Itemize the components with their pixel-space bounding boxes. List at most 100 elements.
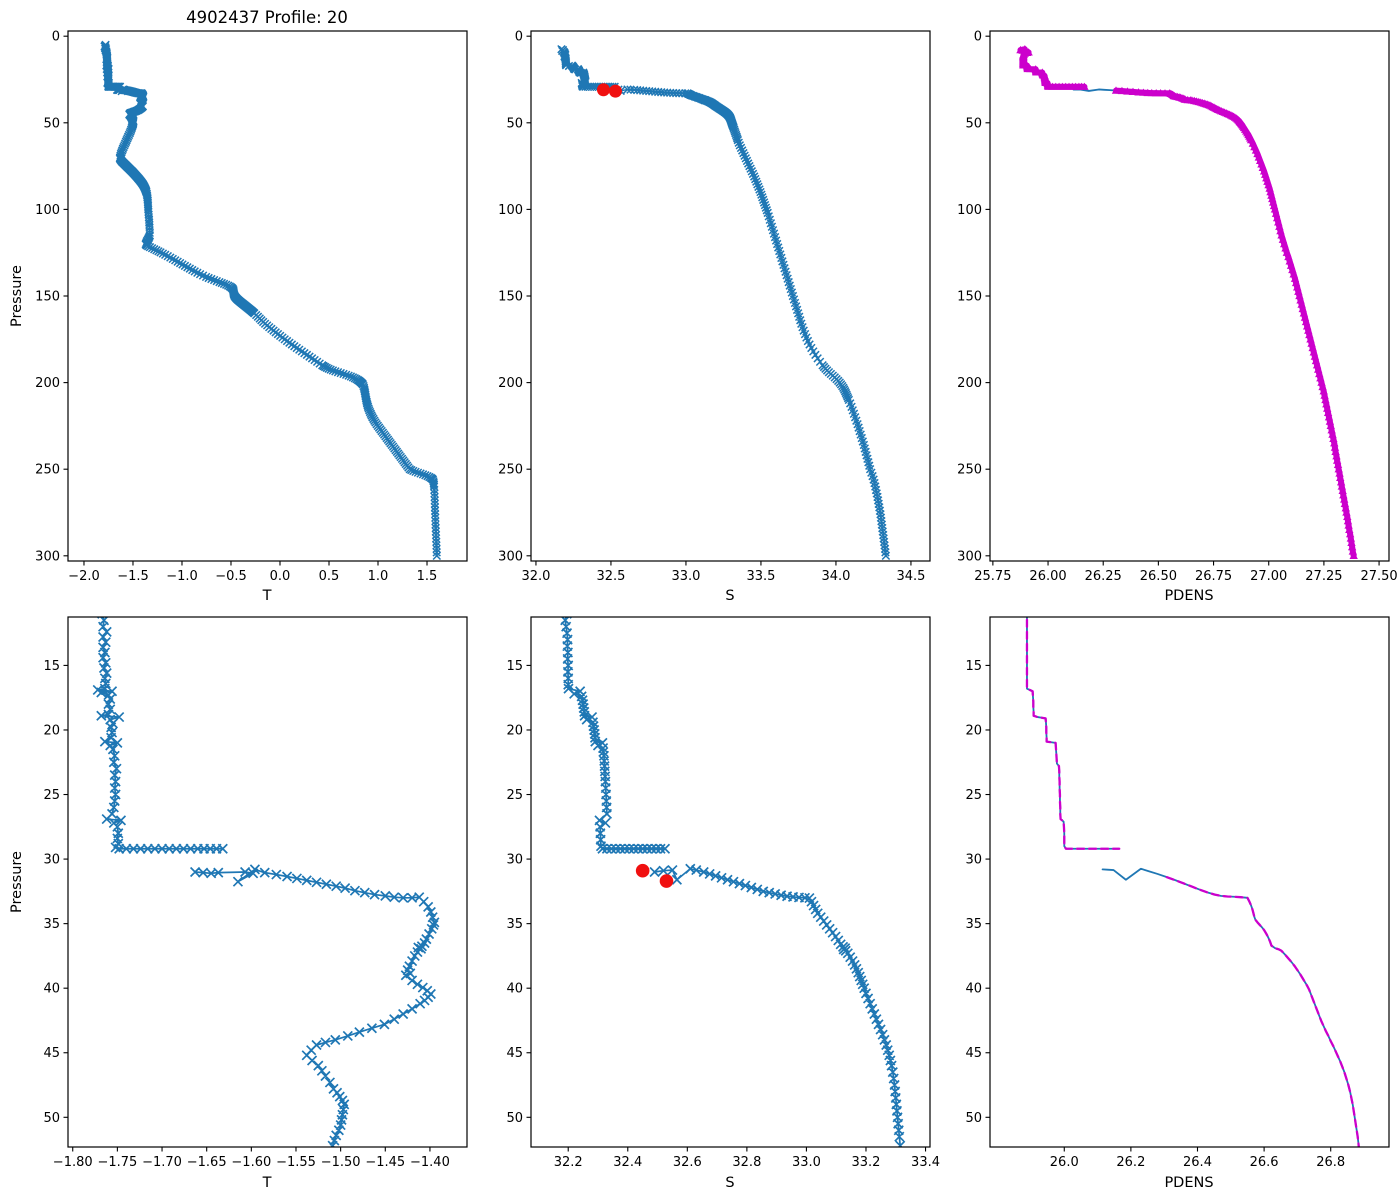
flagged-point-marker xyxy=(635,863,650,878)
ylabel-row1-pressure: Pressure xyxy=(9,265,25,327)
y-tick-label: 20 xyxy=(506,723,523,738)
axes-frame xyxy=(989,616,1390,1148)
x-tick-label: −1.50 xyxy=(321,1155,361,1170)
y-tick-label: 250 xyxy=(957,463,982,478)
y-tick-label: 15 xyxy=(965,659,982,674)
x-tick-label: 26.00 xyxy=(1029,569,1066,584)
x-tick-label: 27.50 xyxy=(1360,569,1397,584)
plot-area-top-temperature xyxy=(100,40,442,561)
x-markers xyxy=(649,863,906,1147)
plot-area-zoom-salinity xyxy=(560,617,906,1147)
x-tick-label: 26.2 xyxy=(1116,1155,1145,1170)
y-tick-label: 45 xyxy=(506,1046,523,1061)
y-tick-label: 50 xyxy=(965,116,982,131)
x-markers xyxy=(189,864,440,1147)
x-tick-label: 0.0 xyxy=(270,569,291,584)
x-tick-label: 1.0 xyxy=(368,569,389,584)
x-tick-label: −1.45 xyxy=(365,1155,405,1170)
x-tick-label: 26.8 xyxy=(1316,1155,1345,1170)
axes-frame xyxy=(67,30,468,562)
x-tick-label: −1.70 xyxy=(142,1155,182,1170)
y-tick-label: 15 xyxy=(43,659,60,674)
x-tick-label: −1.65 xyxy=(187,1155,227,1170)
y-tick-label: 200 xyxy=(498,376,523,391)
y-tick-label: 300 xyxy=(498,549,523,564)
panel-zoom-salinity: 32.2 32.4 32.6 32.8 33.0 33.2 33.4 15 20 25 30 35 40… xyxy=(506,616,940,1170)
y-tick-label: 40 xyxy=(506,982,523,997)
profile-line xyxy=(1101,867,1360,1147)
x-tick-label: −1.60 xyxy=(231,1155,271,1170)
x-tick-label: 1.5 xyxy=(417,569,438,584)
y-tick-label: 100 xyxy=(957,203,982,218)
panel-zoom-density: 26.0 26.2 26.4 26.6 26.8 15 20 25 30 35 40 45 50 xyxy=(965,616,1390,1170)
x-markers xyxy=(112,85,442,561)
x-tick-label: −0.5 xyxy=(215,569,247,584)
y-tick-label: 300 xyxy=(957,549,982,564)
flagged-point-marker xyxy=(659,874,674,888)
y-tick-label: 150 xyxy=(35,290,60,305)
x-tick-label: 26.25 xyxy=(1085,569,1122,584)
xlabel-zoom-S: S xyxy=(725,1175,734,1191)
figure-title: 4902437 Profile: 20 xyxy=(186,8,348,27)
axes-frame xyxy=(530,30,931,562)
x-tick-label: −1.55 xyxy=(276,1155,316,1170)
flagged-point-marker xyxy=(608,84,622,98)
panel-zoom-temperature: −1.80 −1.75 −1.70 −1.65 −1.60 −1.55 −1.50 −1.45… xyxy=(43,616,468,1170)
x-tick-label: 34.5 xyxy=(896,569,925,584)
x-tick-label: 0.5 xyxy=(319,569,340,584)
y-tick-label: 40 xyxy=(965,982,982,997)
xlabel-top-PDENS: PDENS xyxy=(1164,588,1213,604)
y-tick-label: 150 xyxy=(498,290,523,305)
y-tick-label: 15 xyxy=(506,659,523,674)
panel-top-temperature: −2.0 −1.5 −1.0 −0.5 0.0 0.5 1.0 1.5 0 50 100 150 200… xyxy=(35,30,468,584)
axes-frame xyxy=(530,616,931,1148)
flagged-point-marker xyxy=(596,83,610,97)
xlabel-zoom-T: T xyxy=(262,1175,272,1191)
y-tick-label: 200 xyxy=(957,376,982,391)
y-tick-label: 0 xyxy=(52,30,60,45)
y-tick-label: 35 xyxy=(965,917,982,932)
x-tick-label: 25.75 xyxy=(974,569,1011,584)
y-tick-label: 45 xyxy=(965,1046,982,1061)
x-tick-label: −1.5 xyxy=(117,569,149,584)
profile-line xyxy=(1025,617,1121,850)
x-tick-label: −2.0 xyxy=(68,569,100,584)
x-tick-label: 32.5 xyxy=(596,569,625,584)
x-tick-label: 27.25 xyxy=(1305,569,1342,584)
y-tick-label: 100 xyxy=(498,203,523,218)
y-tick-label: 35 xyxy=(506,917,523,932)
y-tick-label: 30 xyxy=(965,853,982,868)
x-tick-label: 32.2 xyxy=(554,1155,583,1170)
y-tick-label: 20 xyxy=(43,723,60,738)
x-tick-label: 26.75 xyxy=(1195,569,1232,584)
panel-top-salinity: 32.0 32.5 33.0 33.5 34.0 34.5 0 50 100 150 200 250 3… xyxy=(498,30,931,584)
y-tick-label: 250 xyxy=(498,463,523,478)
y-tick-label: 30 xyxy=(43,853,60,868)
x-tick-label: 26.50 xyxy=(1140,569,1177,584)
x-tick-label: 27.00 xyxy=(1250,569,1287,584)
x-tick-label: 33.2 xyxy=(852,1155,881,1170)
y-tick-label: 30 xyxy=(506,853,523,868)
x-tick-label: −1.80 xyxy=(53,1155,93,1170)
y-tick-label: 50 xyxy=(506,116,523,131)
y-tick-label: 25 xyxy=(506,788,523,803)
x-tick-label: 32.8 xyxy=(732,1155,761,1170)
plot-area-zoom-density xyxy=(1025,617,1361,1147)
y-tick-label: 0 xyxy=(974,30,982,45)
x-tick-label: 32.4 xyxy=(613,1155,642,1170)
plot-area-top-density xyxy=(1016,44,1358,559)
ylabel-row2-pressure: Pressure xyxy=(9,851,25,913)
xlabel-top-T: T xyxy=(262,588,272,604)
y-tick-label: 50 xyxy=(965,1111,982,1126)
y-tick-label: 250 xyxy=(35,463,60,478)
plot-area-top-salinity xyxy=(557,44,891,561)
x-tick-label: 33.5 xyxy=(746,569,775,584)
panel-top-density: 25.75 26.00 26.25 26.50 26.75 27.00 27.25 27.50… xyxy=(957,30,1398,584)
x-tick-label: −1.40 xyxy=(410,1155,450,1170)
xlabel-top-S: S xyxy=(725,588,734,604)
x-markers xyxy=(92,617,228,854)
axes-frame xyxy=(67,616,468,1148)
x-tick-label: 26.6 xyxy=(1250,1155,1279,1170)
triangle-markers xyxy=(1111,86,1358,559)
